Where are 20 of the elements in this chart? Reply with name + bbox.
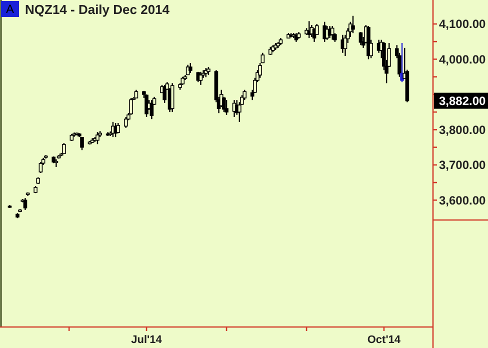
y-tick-label: 3,700.00 (439, 158, 486, 172)
candlestick (96, 132, 100, 145)
candlestick (80, 136, 84, 151)
text: 3,882.00 (439, 94, 486, 108)
candlestick (258, 62, 262, 78)
candlestick (62, 142, 66, 155)
candlestick (224, 99, 228, 116)
candlestick (38, 161, 43, 174)
y-tick-label: 4,100.00 (439, 17, 486, 32)
y-tick-label: 3,600.00 (439, 193, 486, 208)
candlestick (351, 15, 355, 34)
x-tick-label: Jul'14 (131, 334, 163, 346)
candlestick (242, 89, 246, 101)
candlestick (188, 62, 192, 74)
candlestick (124, 116, 128, 129)
y-tick-label: 3,800.00 (439, 122, 486, 137)
annotation: A (6, 2, 14, 16)
x-tick-label: Oct'14 (367, 334, 402, 346)
y-tick-label: 4,000.00 (439, 52, 486, 66)
chart-title: NQZ14 - Daily Dec 2014 (25, 2, 170, 17)
